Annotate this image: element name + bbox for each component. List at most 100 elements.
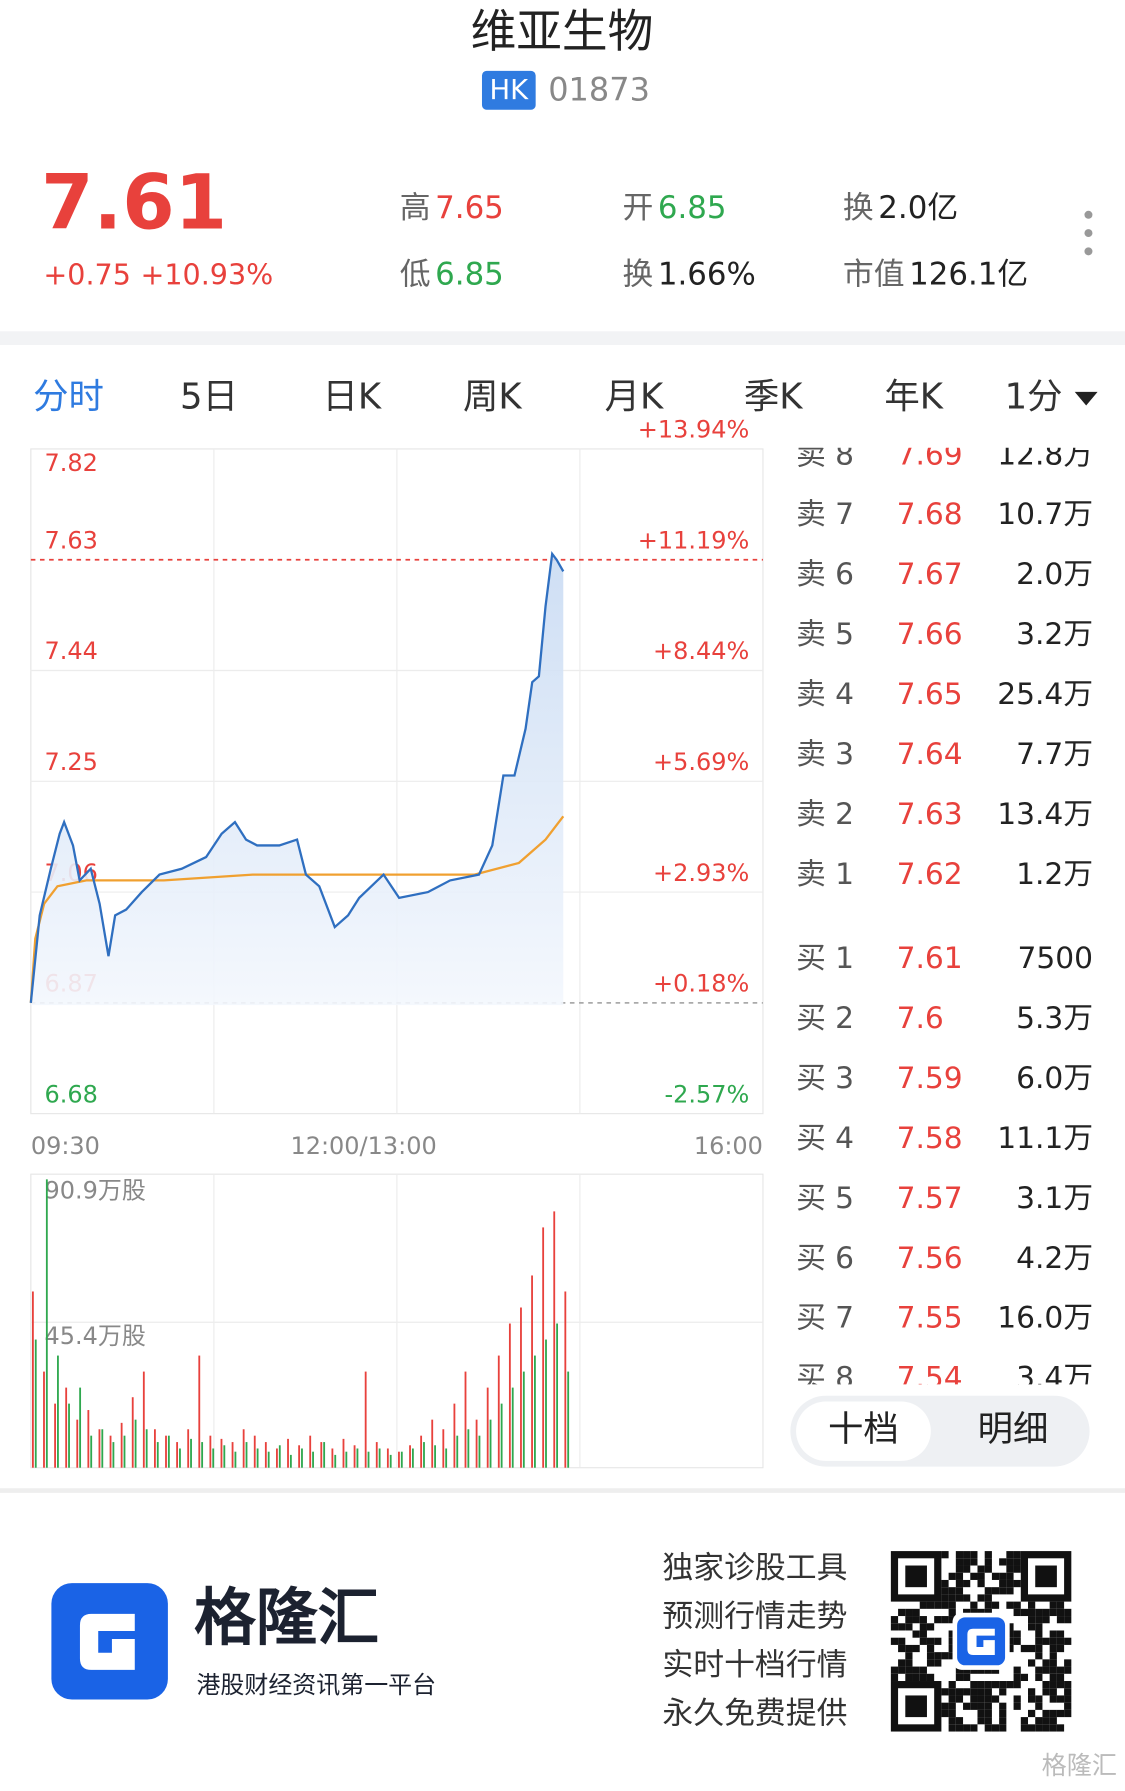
qr-cell bbox=[1049, 1601, 1057, 1609]
qr-cell bbox=[999, 1681, 1007, 1689]
qr-cell bbox=[1028, 1659, 1036, 1667]
order-volume: 7.7万 bbox=[1016, 737, 1093, 772]
price-change: +0.75 bbox=[43, 257, 130, 291]
tab[interactable]: 季K bbox=[744, 377, 803, 418]
qr-cell bbox=[977, 1565, 985, 1573]
volume-bar bbox=[231, 1442, 234, 1468]
qr-cell bbox=[999, 1587, 1007, 1595]
order-label: 卖 4 bbox=[796, 677, 854, 712]
toggle-button[interactable]: 十档 bbox=[828, 1409, 899, 1450]
volume-bar bbox=[342, 1438, 345, 1468]
order-label: 卖 7 bbox=[796, 497, 854, 532]
qr-cell bbox=[984, 1601, 992, 1609]
qr-cell bbox=[1013, 1608, 1021, 1617]
qr-cell bbox=[912, 1666, 920, 1674]
qr-cell bbox=[905, 1608, 913, 1617]
volume-bar bbox=[112, 1442, 115, 1468]
feature: 预测行情走势 bbox=[662, 1598, 847, 1634]
stat-label: 换 bbox=[622, 256, 653, 292]
qr-cell bbox=[1006, 1623, 1014, 1631]
volume-bar bbox=[386, 1448, 389, 1468]
volume-bar bbox=[65, 1387, 68, 1468]
qr-cell bbox=[941, 1709, 949, 1718]
tab[interactable]: 5日 bbox=[180, 377, 238, 418]
toggle-button[interactable]: 明细 bbox=[978, 1409, 1049, 1450]
qr-cell bbox=[905, 1673, 913, 1682]
qr-cell bbox=[984, 1709, 992, 1718]
volume-bar bbox=[398, 1451, 400, 1468]
qr-cell bbox=[1006, 1587, 1014, 1595]
tab[interactable]: 分时 bbox=[33, 377, 104, 418]
qr-cell bbox=[955, 1551, 964, 1559]
volume-bar bbox=[508, 1323, 511, 1468]
qr-cell bbox=[1028, 1608, 1036, 1617]
qr-cell bbox=[955, 1572, 964, 1580]
volume-bar bbox=[76, 1419, 79, 1468]
qr-cell bbox=[934, 1652, 942, 1660]
qr-cell bbox=[948, 1616, 956, 1624]
stock-code: 01873 bbox=[548, 70, 650, 108]
qr-cell bbox=[1035, 1724, 1043, 1732]
qr-logo-mark bbox=[967, 1628, 995, 1656]
volume-bar bbox=[198, 1355, 201, 1468]
qr-cell bbox=[970, 1572, 978, 1580]
tab[interactable]: 日K bbox=[322, 377, 381, 418]
qr-cell bbox=[1042, 1659, 1050, 1667]
order-volume: 3.1万 bbox=[1016, 1181, 1093, 1216]
qr-cell bbox=[1042, 1637, 1050, 1645]
qr-cell bbox=[941, 1616, 949, 1624]
last-price: 7.61 bbox=[41, 158, 227, 246]
tab[interactable]: 月K bbox=[605, 377, 664, 418]
qr-cell bbox=[963, 1579, 971, 1588]
qr-cell bbox=[926, 1637, 935, 1645]
qr-cell bbox=[1064, 1666, 1072, 1674]
qr-cell bbox=[999, 1709, 1007, 1718]
qr-cell bbox=[955, 1558, 964, 1566]
qr-cell bbox=[1006, 1681, 1014, 1689]
more-menu[interactable] bbox=[1084, 210, 1093, 256]
qr-cell bbox=[890, 1673, 899, 1682]
volume-bar bbox=[378, 1448, 381, 1468]
qr-cell bbox=[1064, 1695, 1072, 1703]
qr-cell bbox=[977, 1695, 985, 1703]
volume-bar bbox=[209, 1435, 212, 1468]
qr-cell bbox=[991, 1666, 1000, 1674]
tab[interactable]: 1分 bbox=[1005, 377, 1063, 418]
qr-cell bbox=[948, 1572, 956, 1580]
volume-bar bbox=[420, 1435, 423, 1468]
watermark: 格隆汇 bbox=[1042, 1751, 1117, 1780]
volume-bar bbox=[464, 1371, 467, 1468]
qr-cell bbox=[984, 1695, 992, 1703]
volume-bar bbox=[176, 1442, 179, 1468]
qr-cell bbox=[999, 1717, 1007, 1725]
feature: 独家诊股工具 bbox=[662, 1550, 847, 1586]
qr-cell bbox=[955, 1594, 964, 1602]
qr-cell bbox=[970, 1601, 978, 1609]
stat-label: 市值 bbox=[843, 256, 905, 292]
stat-label: 低 bbox=[400, 256, 431, 292]
qr-cell bbox=[1013, 1637, 1021, 1645]
qr-cell bbox=[1035, 1666, 1043, 1674]
volume-bar bbox=[400, 1451, 403, 1468]
volume-bar bbox=[109, 1435, 112, 1468]
qr-cell bbox=[919, 1616, 927, 1624]
order-volume: 10.7万 bbox=[997, 497, 1093, 532]
divider bbox=[0, 331, 1125, 345]
qr-cell bbox=[1042, 1616, 1050, 1624]
qr-cell bbox=[1006, 1558, 1014, 1566]
qr-cell bbox=[1035, 1717, 1043, 1725]
qr-cell bbox=[898, 1608, 906, 1617]
qr-cell bbox=[1020, 1608, 1029, 1617]
volume-bar bbox=[223, 1445, 226, 1468]
qr-cell bbox=[963, 1608, 971, 1617]
x-tick-label: 12:00/13:00 bbox=[290, 1132, 436, 1160]
qr-cell bbox=[1049, 1659, 1057, 1667]
qr-cell bbox=[991, 1695, 1000, 1703]
tab[interactable]: 周K bbox=[463, 377, 522, 418]
qr-cell bbox=[1064, 1709, 1072, 1718]
tab[interactable]: 年K bbox=[884, 377, 943, 418]
qr-cell bbox=[1013, 1630, 1021, 1638]
order-label: 买 4 bbox=[796, 1121, 854, 1156]
order-price: 7.6 bbox=[897, 1001, 944, 1036]
volume-bar bbox=[564, 1291, 567, 1468]
